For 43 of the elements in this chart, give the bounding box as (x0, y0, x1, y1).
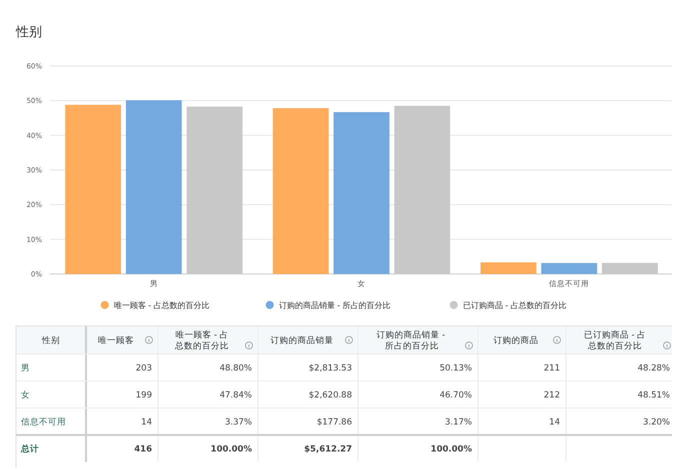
bar (126, 100, 182, 274)
text: 14 (141, 417, 152, 428)
category-label: 订购的商品销量 - 所占的百分比 (376, 329, 448, 352)
text: $5,612.27 (304, 444, 352, 454)
text: 女 (21, 390, 30, 400)
text: 50.13% (440, 363, 472, 374)
text: 信息不可用 (21, 417, 66, 428)
text: 212 (544, 390, 560, 400)
text: $2,620.88 (308, 390, 352, 400)
category-label: 已订购商品 - 占总数的百分比 (584, 329, 646, 352)
legend-label: 唯一顾客 - 占总数的百分比 (114, 300, 210, 310)
category-label: 唯一顾客 - 占总数的百分比 (174, 329, 229, 352)
text: 199 (136, 390, 152, 400)
bar (480, 262, 536, 274)
text: 总计 (21, 444, 39, 454)
text: $2,813.53 (308, 363, 352, 374)
text: 100.00% (430, 444, 472, 454)
category-label: 订购的商品 (494, 334, 538, 346)
text: 男 (21, 363, 30, 374)
bar (272, 108, 329, 274)
text: $177.86 (316, 417, 352, 428)
text: 46.70% (440, 390, 472, 400)
text: 48.51% (638, 390, 670, 400)
text: 48.80% (220, 363, 252, 374)
text: 100.00% (210, 444, 252, 454)
legend-label: 订购的商品销量 - 所占的百分比 (278, 300, 391, 310)
bar (334, 112, 390, 274)
text: 48.28% (638, 363, 670, 374)
legend-label: 已订购商品 - 占总数的百分比 (462, 300, 567, 310)
text: 47.84% (220, 390, 252, 400)
category-label: 订购的商品销量 (270, 334, 334, 346)
bar (541, 263, 598, 274)
text: 203 (136, 363, 152, 374)
text: 3.37% (224, 417, 252, 428)
text: 211 (544, 363, 560, 374)
category-label: 性别 (41, 334, 60, 346)
text: 3.20% (642, 417, 670, 428)
text: 14 (549, 417, 560, 428)
text: 3.17% (444, 417, 472, 428)
text: 416 (134, 444, 152, 454)
chart-title: 性别 (15, 25, 42, 40)
category-label: 唯一顾客 (98, 334, 134, 346)
bar (65, 104, 122, 274)
